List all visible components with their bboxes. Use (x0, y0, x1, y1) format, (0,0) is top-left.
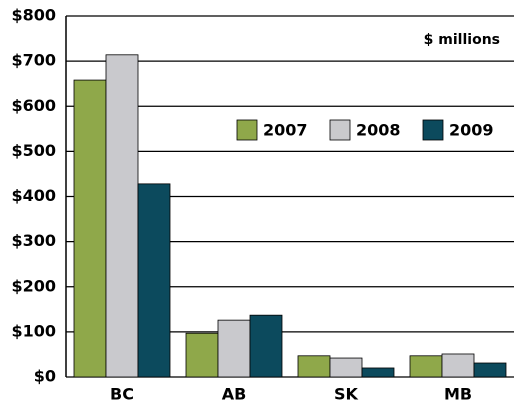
legend-label: 2007 (263, 121, 308, 140)
legend-box (237, 117, 510, 143)
legend-swatch (236, 119, 258, 141)
x-tick-label: BC (110, 385, 134, 404)
legend-label: 2009 (449, 121, 494, 140)
y-tick-label: $0 (34, 367, 56, 386)
bar (361, 367, 395, 378)
bar (137, 183, 171, 378)
bar (409, 355, 443, 378)
y-tick-label: $200 (11, 276, 56, 295)
x-tick-label: SK (334, 385, 359, 404)
legend-swatch (329, 119, 351, 141)
y-tick-label: $600 (11, 96, 56, 115)
annotation: $ millions (424, 32, 500, 48)
bar (73, 79, 107, 378)
bar (297, 355, 331, 378)
legend-swatch (422, 119, 444, 141)
bar (217, 319, 251, 378)
bar (105, 54, 139, 378)
bar (249, 314, 283, 378)
bar (441, 353, 475, 378)
y-tick-label: $300 (11, 231, 56, 250)
y-tick-label: $500 (11, 141, 56, 160)
legend-label: 2008 (356, 121, 401, 140)
x-tick-label: MB (444, 385, 472, 404)
y-tick-label: $400 (11, 186, 56, 205)
y-tick-label: $100 (11, 321, 56, 340)
bar (329, 357, 363, 378)
x-tick-label: AB (222, 385, 247, 404)
y-tick-label: $800 (11, 6, 56, 25)
y-tick-label: $700 (11, 51, 56, 70)
bar (473, 362, 507, 378)
bar (185, 332, 219, 378)
